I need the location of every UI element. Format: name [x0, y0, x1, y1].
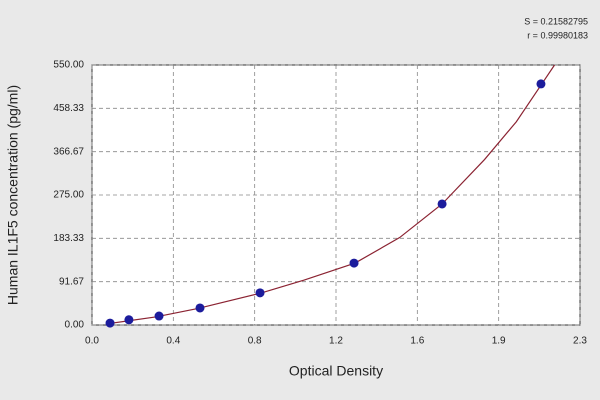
x-tick-label: 1.2: [329, 336, 343, 347]
y-tick-label: 0.00: [65, 320, 85, 331]
annotation: r = 0.99980183: [527, 30, 588, 40]
point: [195, 303, 205, 313]
y-tick-label: 366.67: [53, 146, 84, 157]
point: [154, 311, 164, 321]
x-tick-label: 1.9: [492, 336, 506, 347]
point: [255, 288, 265, 298]
x-tick-label: 1.6: [410, 336, 424, 347]
annotation: S = 0.21582795: [524, 16, 588, 26]
point: [124, 315, 134, 325]
y-axis-label: Human IL1F5 concentration (pg/ml): [5, 85, 21, 305]
point: [349, 258, 359, 268]
point: [536, 79, 546, 89]
y-tick-label: 183.33: [53, 233, 84, 244]
y-tick-label: 550.00: [53, 60, 84, 71]
x-tick-label: 2.3: [573, 336, 587, 347]
point: [105, 318, 115, 328]
x-tick-label: 0.0: [85, 336, 99, 347]
point: [437, 199, 447, 209]
fit-curve: [108, 64, 556, 325]
y-tick-label: 458.33: [53, 103, 84, 114]
x-tick-label: 0.4: [166, 336, 180, 347]
y-tick-label: 91.67: [59, 276, 84, 287]
x-axis-label: Optical Density: [289, 363, 383, 379]
y-tick-label: 275.00: [53, 190, 84, 201]
x-tick-label: 0.8: [248, 336, 262, 347]
